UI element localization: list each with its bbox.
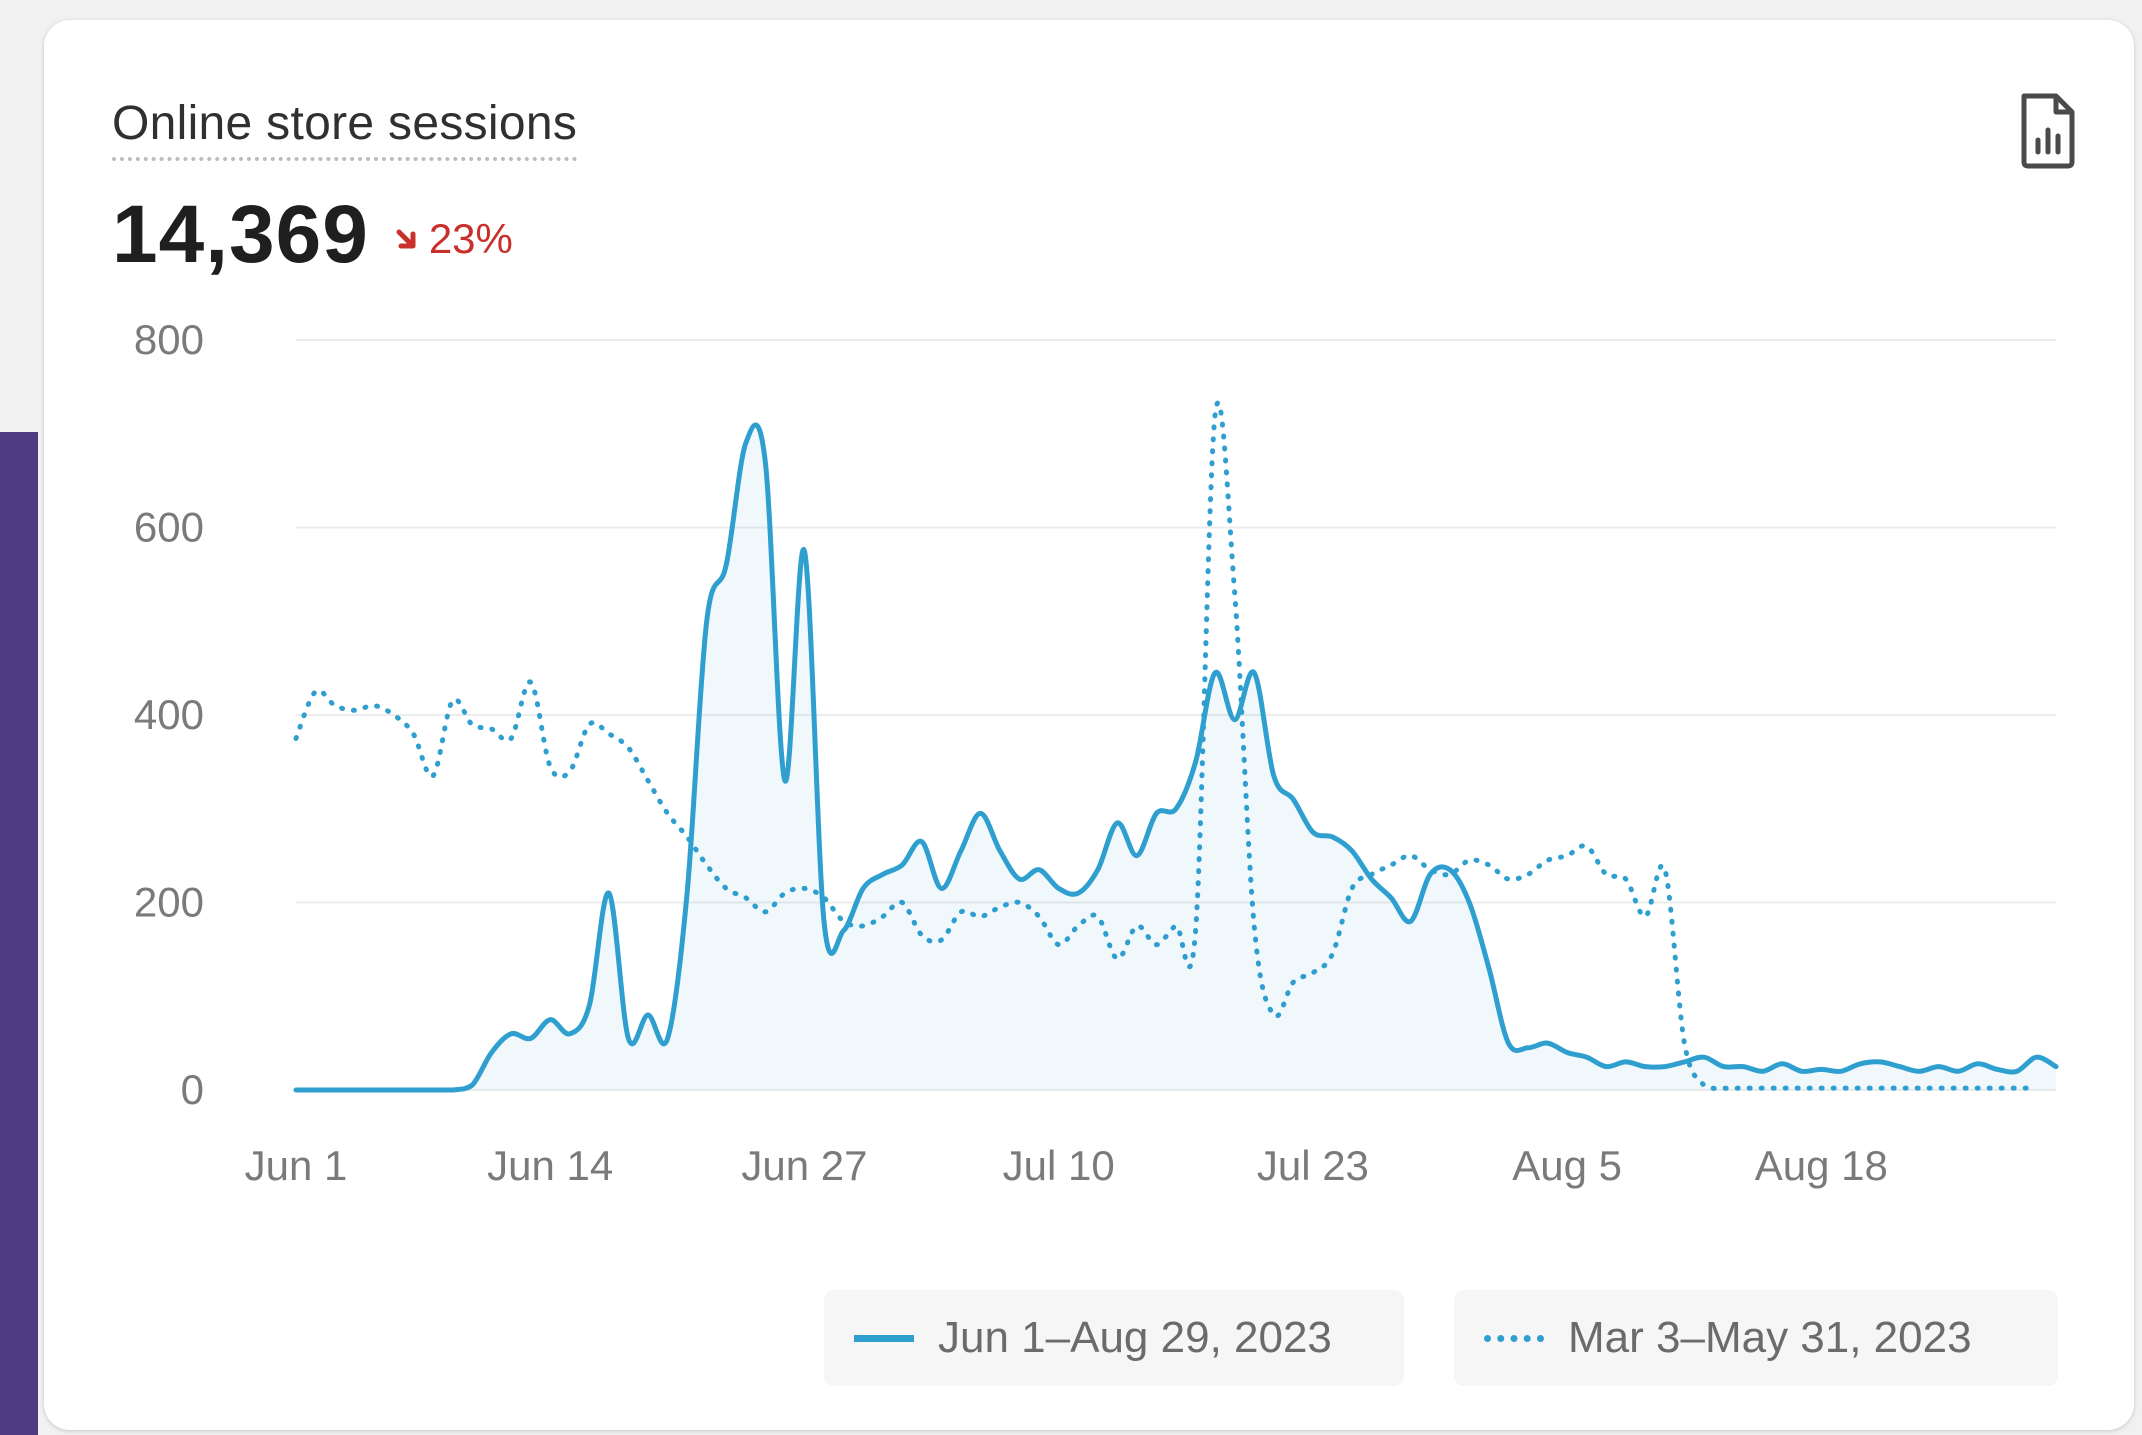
x-tick-label: Jul 23 <box>1257 1142 1369 1189</box>
side-accent-bar <box>0 432 38 1435</box>
y-tick-label: 400 <box>134 691 204 738</box>
y-tick-label: 0 <box>181 1066 204 1113</box>
metric-value: 14,369 <box>112 189 369 280</box>
metric-change-value: 23% <box>428 215 513 262</box>
legend-label-previous: Mar 3–May 31, 2023 <box>1568 1313 1972 1362</box>
series-lines <box>293 400 2059 1093</box>
arrow-down-right-icon <box>396 229 416 249</box>
x-tick-label: Jun 27 <box>741 1142 867 1189</box>
x-axis-labels: Jun 1 Jun 14 Jun 27 Jul 10 Jul 23 Aug 5 Aug 18 <box>245 1142 1888 1189</box>
metric-change-badge: 23% <box>393 215 513 263</box>
solid-line-swatch <box>854 1334 914 1342</box>
y-tick-label: 800 <box>134 316 204 363</box>
x-tick-label: Aug 18 <box>1755 1142 1888 1189</box>
sessions-card: Online store sessions 14,369 23% 0 200 400… <box>44 20 2134 1430</box>
x-tick-label: Jul 10 <box>1003 1142 1115 1189</box>
y-tick-label: 200 <box>134 879 204 926</box>
legend-item-previous[interactable]: Mar 3–May 31, 2023 <box>1454 1290 2058 1386</box>
series-area-current <box>296 424 2056 1090</box>
export-report-button[interactable] <box>2014 90 2082 170</box>
report-chart-icon <box>2021 93 2075 169</box>
sessions-line-chart: 0 200 400 600 800 Jun 1 Jun 14 Jun 27 Jul 10 Jul… <box>134 316 2059 1189</box>
metric-row: 14,369 23% <box>112 188 513 282</box>
legend-label-current: Jun 1–Aug 29, 2023 <box>938 1313 1332 1362</box>
x-tick-label: Aug 5 <box>1512 1142 1622 1189</box>
y-tick-label: 600 <box>134 504 204 551</box>
x-tick-label: Jun 1 <box>245 1142 348 1189</box>
grid-lines <box>296 339 2056 1091</box>
y-axis-labels: 0 200 400 600 800 <box>134 316 204 1113</box>
dotted-line-swatch <box>1484 1334 1544 1342</box>
x-tick-label: Jun 14 <box>487 1142 613 1189</box>
series-line-current <box>293 422 2059 1093</box>
series-line-previous <box>293 400 2039 1091</box>
legend-item-current[interactable]: Jun 1–Aug 29, 2023 <box>824 1290 1404 1386</box>
card-title[interactable]: Online store sessions <box>112 96 578 161</box>
